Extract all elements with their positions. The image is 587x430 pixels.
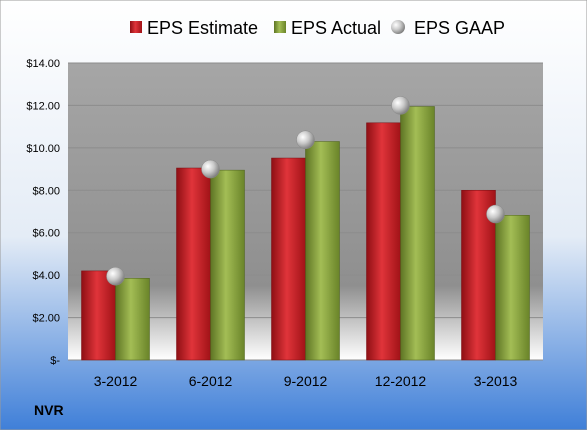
x-tick-label: 3-2012 [94, 373, 138, 389]
y-tick-label: $10.00 [26, 143, 60, 155]
bar-eps-actual [115, 278, 150, 361]
marker-eps-gaap [201, 159, 220, 179]
y-axis: $- $2.00 $4.00 $6.00 $8.00 $10.00 $12.00 $14.00 [26, 58, 60, 367]
legend-label-estimate: EPS Estimate [147, 18, 258, 38]
x-tick-label: 9-2012 [284, 373, 328, 389]
bar-eps-actual [305, 141, 340, 361]
bar-eps-estimate [271, 157, 306, 361]
x-tick-label: 12-2012 [375, 373, 427, 389]
marker-eps-gaap [486, 204, 505, 224]
legend-swatch-actual [274, 21, 286, 33]
legend-swatch-gaap [391, 20, 405, 34]
bar-eps-actual [210, 169, 245, 361]
bar-eps-estimate [366, 122, 401, 361]
bars [81, 106, 530, 361]
y-tick-label: $8.00 [32, 185, 60, 197]
marker-eps-gaap [106, 266, 125, 286]
y-tick-label: $4.00 [32, 270, 60, 282]
x-axis: 3-2012 6-2012 9-2012 12-2012 3-2013 [94, 373, 518, 389]
gaap-markers [106, 96, 505, 286]
legend-label-gaap: EPS GAAP [414, 18, 505, 38]
y-tick-label: $6.00 [32, 228, 60, 240]
bar-eps-estimate [176, 167, 211, 361]
legend-swatch-estimate [130, 21, 142, 33]
bar-eps-estimate [81, 270, 116, 361]
y-tick-label: $- [50, 355, 60, 367]
y-tick-label: $14.00 [26, 58, 60, 70]
legend-label-actual: EPS Actual [291, 18, 381, 38]
y-tick-label: $12.00 [26, 100, 60, 112]
marker-eps-gaap [296, 130, 315, 150]
y-tick-label: $2.00 [32, 313, 60, 325]
ticker-label: NVR [34, 402, 64, 418]
legend: EPS Estimate EPS Actual EPS GAAP [130, 18, 505, 38]
bar-eps-actual [400, 106, 435, 361]
x-tick-label: 3-2013 [474, 373, 518, 389]
marker-eps-gaap [391, 96, 410, 115]
bar-eps-actual [495, 215, 530, 361]
x-tick-label: 6-2012 [189, 373, 233, 389]
